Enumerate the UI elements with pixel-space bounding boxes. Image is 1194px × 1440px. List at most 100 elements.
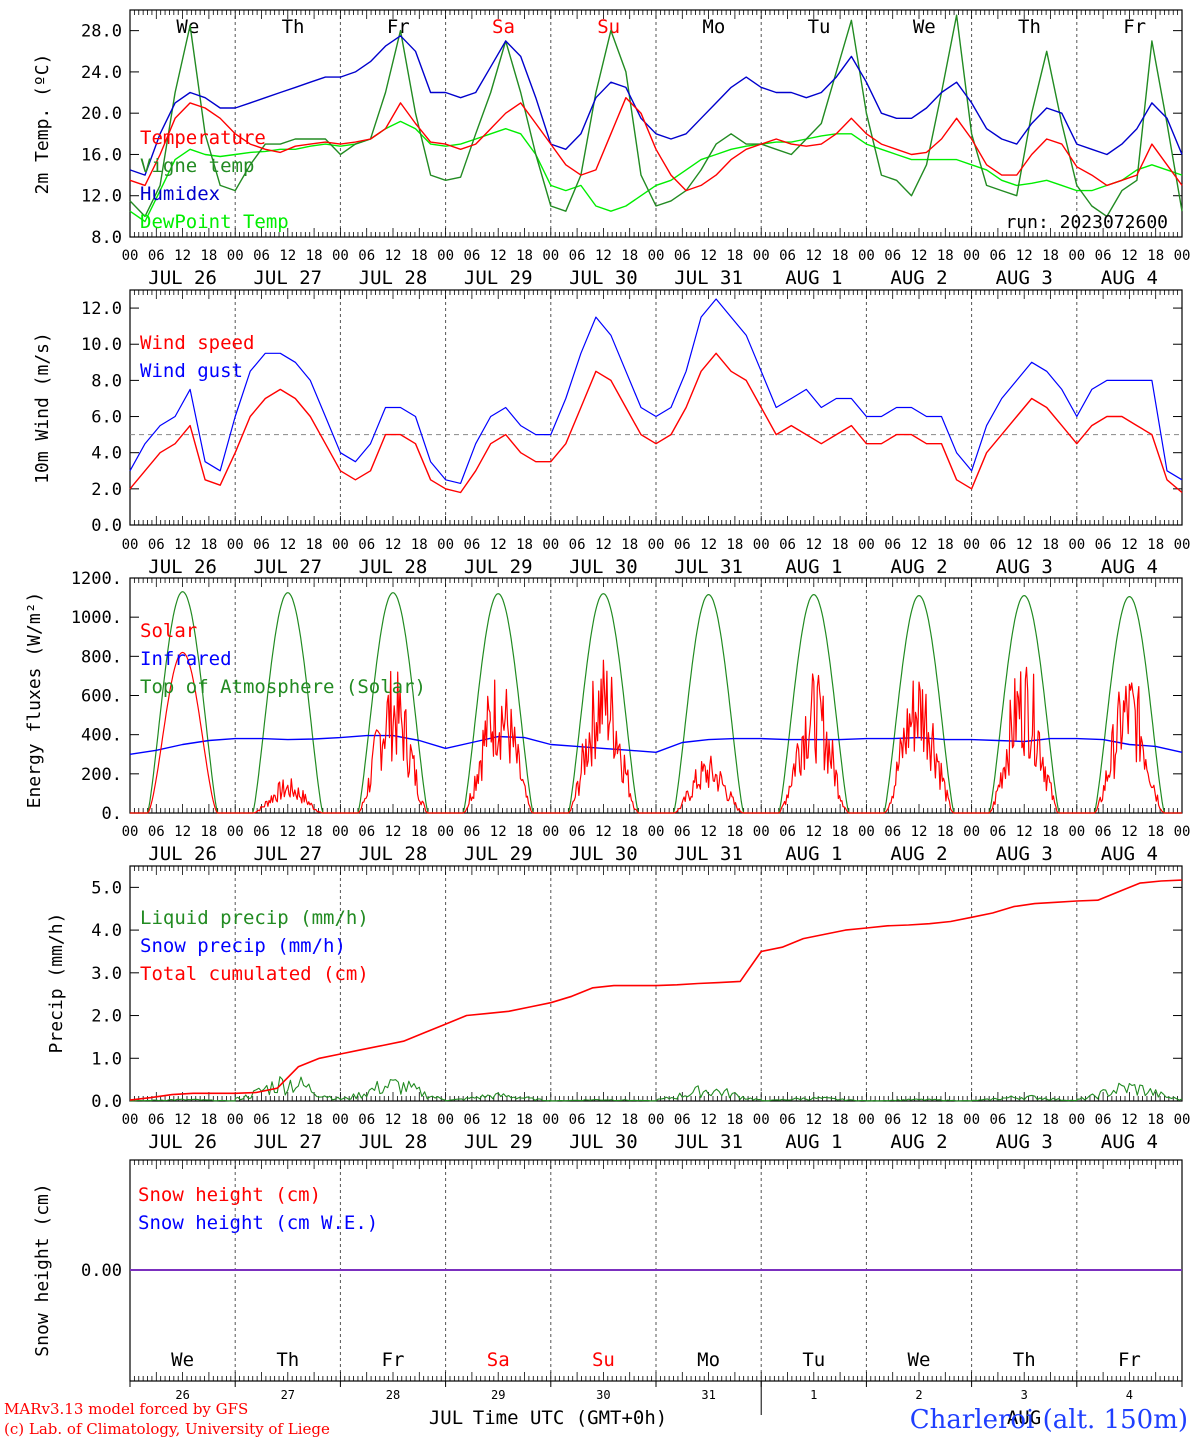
day-number-label: 27	[281, 1388, 295, 1402]
hour-tick-label: 12	[490, 1112, 507, 1128]
date-label: JUL 31	[674, 267, 743, 289]
hour-tick-label: 18	[200, 1112, 217, 1128]
hour-tick-label: 00	[437, 824, 454, 840]
date-label: JUL 29	[464, 556, 533, 578]
hour-tick-label: 06	[1095, 1112, 1112, 1128]
hour-tick-label: 18	[1042, 824, 1059, 840]
hour-tick-label: 00	[542, 824, 559, 840]
toa-solar-line	[130, 591, 1182, 814]
hour-tick-label: 00	[542, 1112, 559, 1128]
hour-tick-label: 00	[332, 248, 349, 264]
legend-dewpoint-temp: DewPoint Temp	[140, 211, 289, 233]
date-label: AUG 4	[1101, 1131, 1158, 1153]
hour-tick-label: 18	[1147, 1112, 1164, 1128]
hour-tick-label: 00	[227, 1112, 244, 1128]
hour-tick-label: 18	[516, 537, 533, 553]
hour-tick-label: 12	[174, 537, 191, 553]
y-tick-label: 12.0	[81, 299, 122, 319]
date-label: AUG 4	[1101, 556, 1158, 578]
hour-tick-label: 18	[306, 248, 323, 264]
weekday-label: Th	[276, 1349, 299, 1371]
day-number-label: 4	[1126, 1388, 1133, 1402]
hour-tick-label: 00	[963, 824, 980, 840]
date-label: JUL 29	[464, 267, 533, 289]
hour-tick-label: 18	[200, 537, 217, 553]
legend-infrared: Infrared	[140, 648, 232, 670]
legend-vigne-temp: Vigne temp	[140, 155, 254, 177]
hour-tick-label: 00	[1068, 248, 1085, 264]
hour-tick-label: 18	[411, 537, 428, 553]
hour-tick-label: 18	[411, 248, 428, 264]
hour-tick-label: 06	[884, 824, 901, 840]
day-number-label: 1	[810, 1388, 817, 1402]
hour-tick-label: 18	[937, 537, 954, 553]
hour-tick-label: 00	[1068, 824, 1085, 840]
hour-tick-label: 00	[1068, 537, 1085, 553]
hour-tick-label: 06	[358, 248, 375, 264]
hour-tick-label: 12	[700, 248, 717, 264]
hour-tick-label: 06	[569, 824, 586, 840]
date-label: JUL 29	[464, 843, 533, 865]
humidex-line	[129, 35, 1183, 176]
hour-tick-label: 06	[1095, 248, 1112, 264]
day-number-label: 31	[701, 1388, 715, 1402]
date-label: JUL 31	[674, 1131, 743, 1153]
wind-gust-line	[129, 298, 1183, 484]
hour-tick-label: 18	[726, 248, 743, 264]
hour-tick-label: 06	[674, 824, 691, 840]
hour-tick-label: 12	[174, 824, 191, 840]
hour-tick-label: 18	[1042, 1112, 1059, 1128]
hour-tick-label: 00	[858, 824, 875, 840]
y-tick-label: 16.0	[81, 145, 122, 165]
x-axis-title: Time UTC (GMT+0h)	[473, 1407, 667, 1429]
hour-tick-label: 06	[569, 1112, 586, 1128]
y-tick-label: 1000.	[71, 608, 122, 628]
date-label: JUL 30	[569, 843, 638, 865]
y-tick-label: 3.0	[91, 964, 122, 984]
hour-tick-label: 06	[463, 824, 480, 840]
day-number-label: 30	[596, 1388, 610, 1402]
hour-tick-label: 00	[332, 1112, 349, 1128]
hour-tick-label: 00	[1174, 1112, 1191, 1128]
solar-line	[130, 651, 1182, 814]
y-axis-title: Precip (mm/h)	[46, 913, 67, 1054]
hour-tick-label: 18	[200, 248, 217, 264]
hour-tick-label: 06	[358, 537, 375, 553]
dewpoint-line	[129, 120, 1183, 223]
date-label: JUL 31	[674, 556, 743, 578]
hour-tick-label: 12	[174, 248, 191, 264]
date-label: AUG 1	[785, 267, 842, 289]
vigne-temp-line	[129, 14, 1183, 218]
y-tick-label: 2.0	[91, 1007, 122, 1027]
day-number-label: 2	[915, 1388, 922, 1402]
date-label: AUG 1	[785, 556, 842, 578]
y-tick-label: 1200.	[71, 569, 122, 589]
hour-tick-label: 12	[490, 248, 507, 264]
weekday-label: Su	[592, 1349, 615, 1371]
weekday-label: Mo	[697, 1349, 720, 1371]
date-label: JUL 28	[359, 556, 428, 578]
y-tick-label: 400.	[81, 726, 122, 746]
temperature-line	[129, 96, 1183, 192]
hour-tick-label: 00	[753, 537, 770, 553]
hour-tick-label: 18	[516, 248, 533, 264]
hour-tick-label: 00	[437, 248, 454, 264]
hour-tick-label: 06	[674, 537, 691, 553]
hour-tick-label: 00	[963, 537, 980, 553]
hour-tick-label: 00	[858, 1112, 875, 1128]
hour-tick-label: 00	[227, 537, 244, 553]
station-title: Charleroi (alt. 150m)	[910, 1405, 1188, 1435]
y-tick-label: 10.0	[81, 335, 122, 355]
weekday-label: Th	[1013, 1349, 1036, 1371]
date-label: JUL 31	[674, 843, 743, 865]
hour-tick-label: 12	[595, 824, 612, 840]
date-label: JUL 26	[148, 1131, 217, 1153]
hour-tick-label: 18	[832, 537, 849, 553]
hour-tick-label: 00	[227, 248, 244, 264]
hour-tick-label: 12	[385, 537, 402, 553]
hour-tick-label: 06	[569, 537, 586, 553]
footer-credit-lab: (c) Lab. of Climatology, University of L…	[4, 1420, 330, 1438]
infrared-line	[129, 734, 1183, 755]
y-tick-label: 0.	[102, 804, 122, 824]
hour-tick-label: 12	[385, 824, 402, 840]
